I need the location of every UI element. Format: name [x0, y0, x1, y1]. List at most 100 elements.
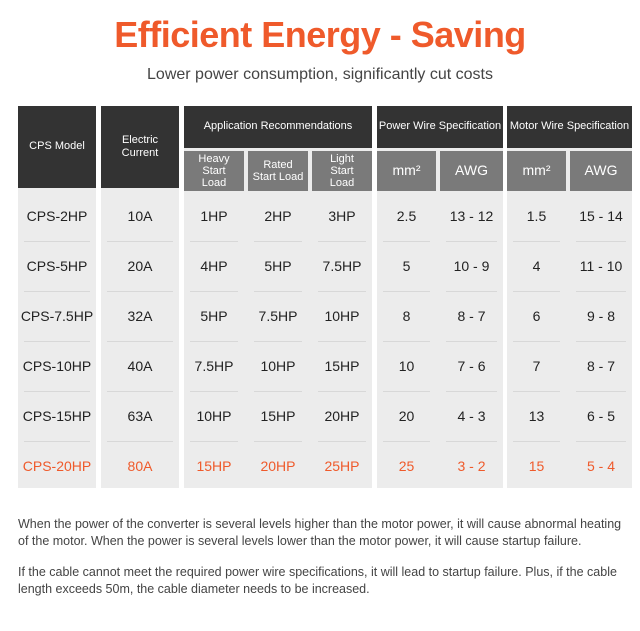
table-cell: 15 - 14 [579, 208, 623, 224]
table-cell: CPS-10HP [22, 358, 92, 374]
row-divider [513, 391, 560, 392]
header-cps-model: CPS Model [18, 106, 96, 188]
table-cell: 20A [127, 258, 153, 274]
table-cell: 2.5 [396, 208, 417, 224]
table-cell: 10HP [260, 358, 296, 374]
table-cell: 5 [402, 258, 411, 274]
row-divider [576, 441, 626, 442]
table-cell: 6 - 5 [586, 408, 615, 424]
row-divider [24, 341, 90, 342]
row-divider [107, 441, 173, 442]
row-divider [107, 391, 173, 392]
table-cell: 10 - 9 [453, 258, 490, 274]
table-cell: 8 - 7 [457, 308, 486, 324]
row-divider [383, 341, 430, 342]
row-divider [576, 291, 626, 292]
row-divider [318, 341, 366, 342]
subheader-power-awg: AWG [440, 151, 503, 191]
subheader-heavy-start-load: Heavy Start Load [184, 151, 244, 191]
subheader-light-start-load: Light Start Load [312, 151, 372, 191]
row-divider [383, 241, 430, 242]
table-cell: CPS-7.5HP [20, 308, 94, 324]
table-cell: 25 [398, 458, 415, 474]
header-application-recommendations: Application Recommendations [184, 106, 372, 148]
table-cell: 7 [532, 358, 541, 374]
subheader-motor-mm2: mm² [507, 151, 566, 191]
table-cell: CPS-20HP [22, 458, 92, 474]
row-divider [318, 291, 366, 292]
header-power-wire-spec: Power Wire Specification [377, 106, 503, 148]
table-cell: CPS-2HP [26, 208, 88, 224]
row-divider [107, 341, 173, 342]
note-cable-spec: If the cable cannot meet the required po… [18, 565, 617, 596]
row-divider [513, 291, 560, 292]
row-divider [254, 291, 302, 292]
row-divider [446, 291, 497, 292]
table-cell: 13 - 12 [449, 208, 494, 224]
table-cell: 7 - 6 [457, 358, 486, 374]
table-cell: 4 [532, 258, 541, 274]
table-cell: 3 - 2 [457, 458, 486, 474]
page-subtitle: Lower power consumption, significantly c… [147, 66, 493, 83]
spec-table: CPS Model Electric Current Application R… [18, 106, 632, 488]
row-divider [24, 241, 90, 242]
table-cell: 15 [528, 458, 545, 474]
row-divider [190, 291, 238, 292]
table-cell: 1HP [200, 208, 228, 224]
row-divider [24, 391, 90, 392]
row-divider [513, 441, 560, 442]
header-motor-wire-spec: Motor Wire Specification [507, 106, 632, 148]
row-divider [513, 341, 560, 342]
table-cell: 6 [532, 308, 541, 324]
subheader-power-mm2: mm² [377, 151, 436, 191]
table-cell: 32A [127, 308, 153, 324]
row-divider [576, 341, 626, 342]
table-cell: 7.5HP [258, 308, 298, 324]
row-divider [254, 241, 302, 242]
table-cell: 63A [127, 408, 153, 424]
row-divider [190, 241, 238, 242]
row-divider [254, 341, 302, 342]
table-cell: 25HP [324, 458, 360, 474]
table-cell: 10 [398, 358, 415, 374]
row-divider [190, 341, 238, 342]
note-converter-power: When the power of the converter is sever… [18, 517, 622, 548]
table-cell: 5HP [264, 258, 292, 274]
row-divider [190, 441, 238, 442]
row-divider [576, 391, 626, 392]
table-cell: 5 - 4 [586, 458, 615, 474]
table-cell: 10HP [324, 308, 360, 324]
row-divider [318, 391, 366, 392]
row-divider [190, 391, 238, 392]
table-cell: 20HP [324, 408, 360, 424]
table-cell: 10A [127, 208, 153, 224]
page-title: Efficient Energy - Saving [114, 14, 526, 55]
row-divider [446, 241, 497, 242]
row-divider [576, 241, 626, 242]
row-divider [446, 341, 497, 342]
row-divider [383, 291, 430, 292]
table-cell: 10HP [196, 408, 232, 424]
table-cell: 15HP [324, 358, 360, 374]
row-divider [254, 391, 302, 392]
table-cell: CPS-5HP [26, 258, 88, 274]
table-cell: 1.5 [526, 208, 547, 224]
row-divider [383, 441, 430, 442]
table-cell: 8 [402, 308, 411, 324]
table-cell: 20HP [260, 458, 296, 474]
row-divider [254, 441, 302, 442]
table-cell: 5HP [200, 308, 228, 324]
table-cell: 9 - 8 [586, 308, 615, 324]
table-cell: 40A [127, 358, 153, 374]
table-cell: 7.5HP [322, 258, 362, 274]
table-cell: 4HP [200, 258, 228, 274]
table-cell: 2HP [264, 208, 292, 224]
row-divider [107, 291, 173, 292]
table-cell: 15HP [196, 458, 232, 474]
table-cell: 15HP [260, 408, 296, 424]
row-divider [318, 441, 366, 442]
table-cell: 3HP [328, 208, 356, 224]
row-divider [383, 391, 430, 392]
row-divider [446, 391, 497, 392]
subheader-rated-start-load: Rated Start Load [248, 151, 308, 191]
